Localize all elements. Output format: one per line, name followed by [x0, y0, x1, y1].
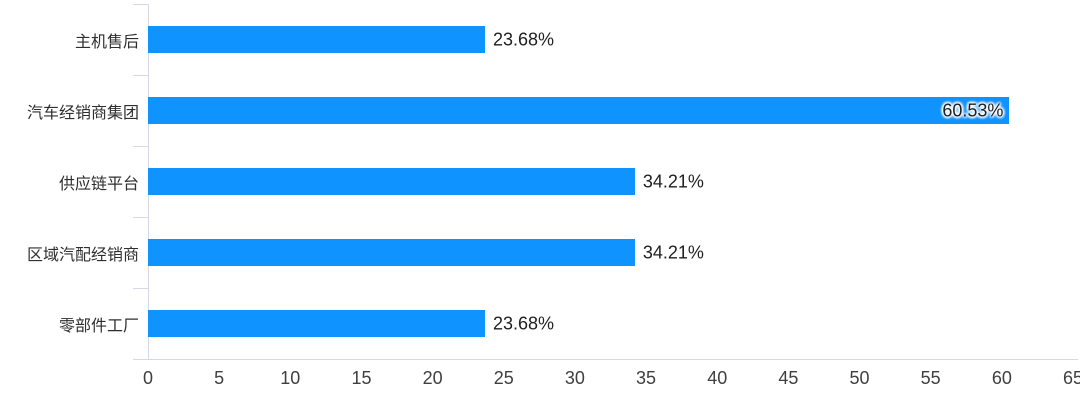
bar-5[interactable]: [148, 310, 485, 337]
x-axis-tick-label: 65: [1062, 368, 1080, 388]
category-label: 区域汽配经销商: [26, 246, 139, 264]
category-label: 供应链平台: [58, 175, 139, 193]
category-label: 汽车经销商集团: [26, 104, 139, 122]
x-axis-tick-label: 55: [920, 368, 941, 388]
x-axis-tick-label: 50: [849, 368, 870, 388]
bar-4[interactable]: [148, 239, 635, 266]
x-axis-tick-label: 45: [778, 368, 799, 388]
x-axis-line: [133, 359, 1078, 360]
x-axis-tick-label: 0: [142, 368, 154, 388]
x-axis-tick-label: 20: [422, 368, 443, 388]
x-axis-tick-label: 35: [636, 368, 657, 388]
x-axis-tick-label: 40: [707, 368, 728, 388]
y-axis-tick: [133, 288, 148, 289]
x-axis-tick-label: 30: [564, 368, 585, 388]
y-axis-tick: [133, 146, 148, 147]
category-label: 主机售后: [74, 33, 139, 51]
data-label: 23.68%: [492, 313, 555, 333]
data-label: 60.53%: [942, 100, 1004, 120]
x-axis-tick-label: 5: [214, 368, 225, 388]
data-label: 23.68%: [492, 29, 555, 49]
data-label: 34.21%: [642, 171, 704, 191]
y-axis-tick: [133, 4, 148, 5]
bar-3[interactable]: [148, 168, 635, 195]
category-label: 零部件工厂: [58, 317, 139, 335]
y-axis-tick: [133, 217, 148, 218]
x-axis-tick-label: 60: [991, 368, 1012, 388]
bar-1[interactable]: [148, 26, 485, 53]
bar-2[interactable]: [148, 97, 1010, 124]
x-axis-tick-label: 25: [493, 368, 514, 388]
x-axis-tick-label: 10: [280, 368, 301, 388]
y-axis-tick: [133, 75, 148, 76]
data-label: 34.21%: [642, 242, 704, 262]
x-axis-tick-label: 15: [351, 368, 372, 388]
